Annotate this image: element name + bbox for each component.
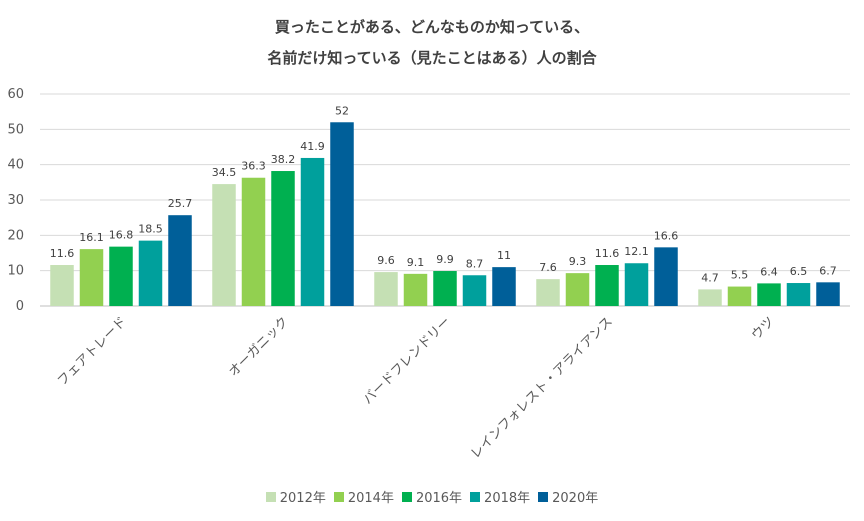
data-label: 9.3 xyxy=(569,255,587,268)
data-label: 41.9 xyxy=(300,140,325,153)
bar xyxy=(330,122,354,307)
legend-label: 2014年 xyxy=(347,491,394,506)
legend-item: 2016年 xyxy=(401,487,463,506)
legend-label: 2018年 xyxy=(484,491,531,506)
bar xyxy=(816,282,840,306)
legend-swatch xyxy=(333,491,344,502)
legend-item: 2020年 xyxy=(538,487,598,506)
legend-item: 2018年 xyxy=(470,487,530,506)
data-label: 7.6 xyxy=(539,261,557,274)
data-label: 34.5 xyxy=(212,166,237,179)
data-label: 11 xyxy=(497,249,511,262)
x-category-label: ウツ xyxy=(749,314,778,343)
legend-swatch xyxy=(538,491,549,502)
y-tick-label: 40 xyxy=(7,158,24,173)
data-label: 6.5 xyxy=(790,265,808,278)
bar xyxy=(271,171,295,306)
bar xyxy=(757,283,781,306)
y-tick-label: 30 xyxy=(7,193,24,208)
bar xyxy=(50,265,74,306)
data-label: 9.6 xyxy=(377,254,395,267)
data-label: 16.1 xyxy=(79,231,104,244)
y-tick-label: 0 xyxy=(16,299,24,314)
bar xyxy=(212,184,236,306)
data-label: 12.1 xyxy=(624,245,649,258)
chart-legend: 2012年 2014年 2016年 2018年 2020年 xyxy=(0,487,864,506)
legend-label: 2012年 xyxy=(279,491,326,506)
data-label: 6.4 xyxy=(760,265,778,278)
data-label: 8.7 xyxy=(466,257,484,270)
x-category-label: フェアトレード xyxy=(55,314,130,389)
legend-label: 2016年 xyxy=(415,491,463,506)
bar xyxy=(727,286,752,306)
data-label: 9.9 xyxy=(436,253,454,266)
bar xyxy=(698,289,722,306)
bar xyxy=(654,247,678,306)
chart-title-line1: 買ったことがある、どんなものか知っている、 xyxy=(274,18,590,36)
data-label: 38.2 xyxy=(271,153,296,166)
legend-item: 2014年 xyxy=(333,487,394,506)
bar xyxy=(565,273,590,306)
data-label: 52 xyxy=(335,104,349,117)
legend-swatch xyxy=(401,491,412,502)
x-category-label: オーガニック xyxy=(226,314,292,380)
bar xyxy=(492,267,516,306)
bar xyxy=(403,273,428,306)
x-category-label: レインフォレスト・アライアンス xyxy=(468,314,616,462)
legend-label: 2020年 xyxy=(552,491,599,506)
data-label: 6.7 xyxy=(819,264,837,277)
chart-title-line2: 名前だけ知っている（見たことはある）人の割合 xyxy=(267,49,597,67)
bar xyxy=(241,177,266,306)
data-label: 4.7 xyxy=(701,271,719,284)
y-tick-label: 60 xyxy=(7,87,24,102)
data-label: 25.7 xyxy=(168,197,193,210)
data-label: 18.5 xyxy=(138,223,163,236)
legend-item: 2012年 xyxy=(265,487,326,506)
data-label: 9.1 xyxy=(407,256,425,269)
data-label: 36.3 xyxy=(241,160,266,173)
bar xyxy=(374,272,398,306)
bar xyxy=(462,275,487,306)
legend-swatch xyxy=(265,491,276,502)
data-label: 11.6 xyxy=(595,247,620,260)
bar xyxy=(168,215,192,306)
bar xyxy=(109,246,133,306)
legend-swatch xyxy=(470,491,481,502)
bar xyxy=(595,265,619,306)
bar xyxy=(300,157,325,306)
bar xyxy=(433,271,457,306)
y-tick-label: 50 xyxy=(7,122,24,137)
y-tick-label: 10 xyxy=(7,264,24,279)
y-tick-label: 20 xyxy=(7,228,24,243)
bar xyxy=(138,240,163,306)
data-label: 16.6 xyxy=(654,229,679,242)
bar xyxy=(624,263,649,306)
x-category-label: バードフレンドリー xyxy=(360,314,453,407)
data-label: 16.8 xyxy=(109,229,134,242)
bar xyxy=(786,283,811,306)
bar xyxy=(536,279,560,306)
bar xyxy=(79,249,104,306)
data-label: 5.5 xyxy=(731,269,749,282)
data-label: 11.6 xyxy=(50,247,75,260)
